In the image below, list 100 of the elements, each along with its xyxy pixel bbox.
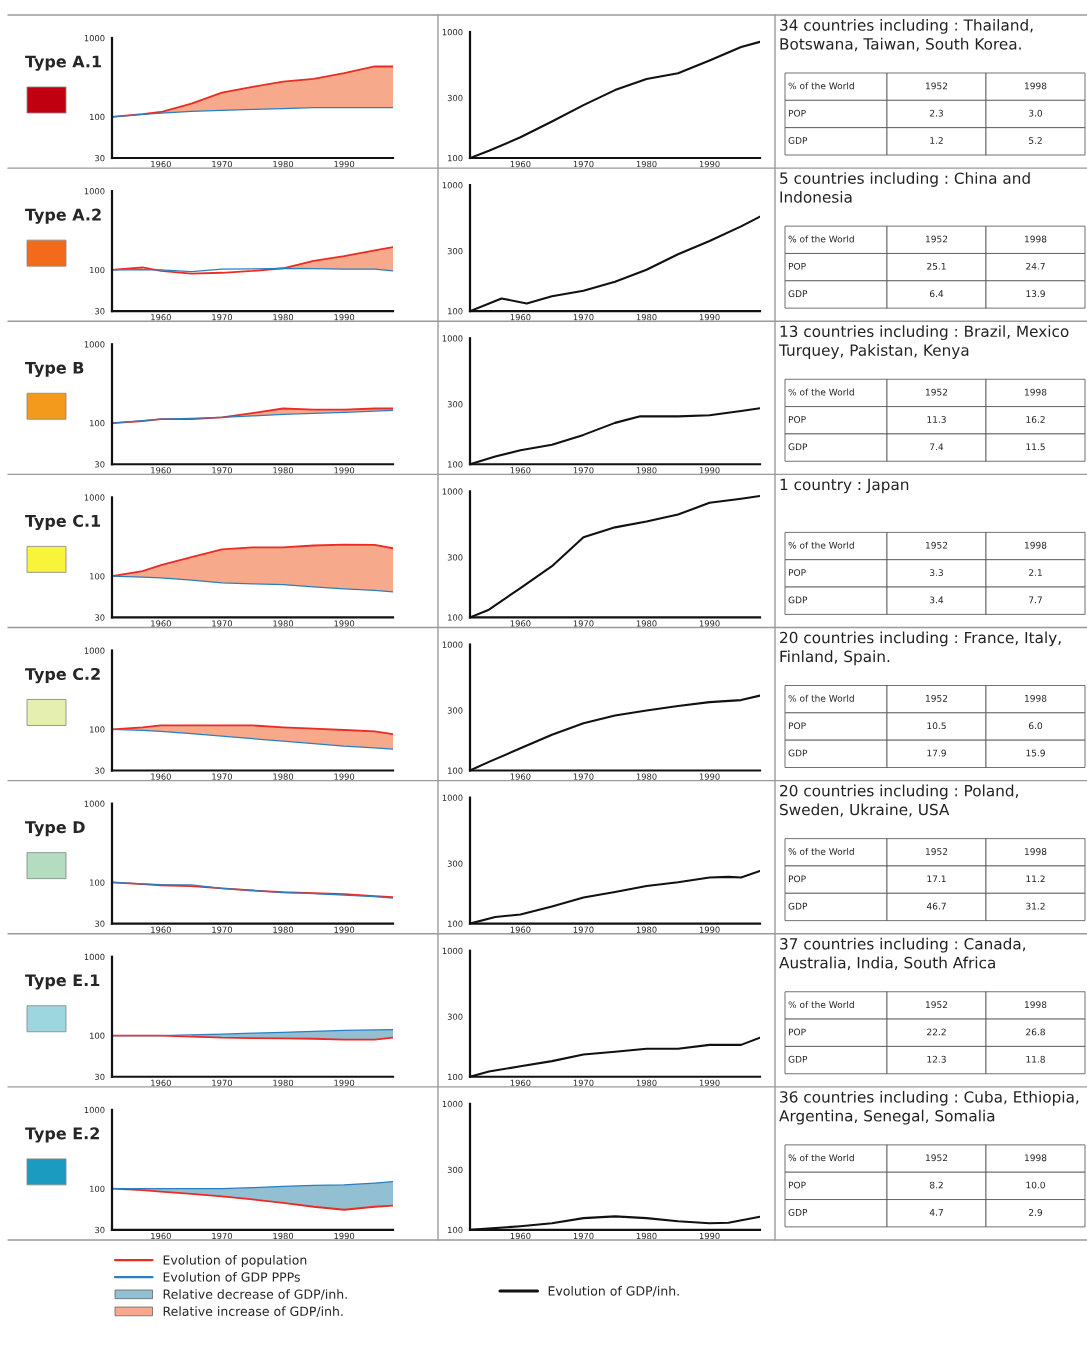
text: POP [788,569,806,576]
x-tick-label: 1980 [273,160,294,168]
x-tick-label: 1980 [636,467,657,474]
text: 1.2 [930,137,943,144]
y-tick-label: 1000 [442,1100,463,1108]
y-tick-label: 1000 [84,188,105,195]
x-tick-label: 1990 [699,926,720,933]
y-tick-label: 30 [95,461,105,468]
x-tick-label: 1960 [510,314,531,321]
text: Type C.1 [25,514,101,531]
y-tick-label: 30 [95,1226,105,1234]
x-tick-label: 1990 [334,1079,355,1086]
x-tick-label: 1970 [573,1232,594,1240]
text: 5.2 [1029,137,1042,144]
x-tick-label: 1990 [699,1232,720,1240]
text: GDP [788,137,808,144]
y-tick-label: 100 [90,726,105,733]
text: 13.9 [1026,290,1045,298]
text: 3.0 [1029,109,1043,117]
x-tick-label: 1960 [151,926,171,933]
text: % of the World [788,1154,854,1162]
y-tick-label: 1000 [84,953,105,961]
text: 3.4 [930,596,944,604]
x-tick-label: 1990 [699,160,720,168]
text: 1952 [926,694,948,702]
y-tick-label: 1000 [84,494,105,501]
y-tick-label: 30 [95,614,105,621]
x-tick-label: 1960 [510,1232,531,1240]
x-tick-label: 1990 [699,467,720,474]
x-tick-label: 1970 [212,1079,233,1086]
text: % of the World [788,1001,854,1009]
x-tick-label: 1970 [573,314,594,321]
y-tick-label: 100 [90,879,105,886]
text: 8.2 [929,1181,943,1189]
x-tick-label: 1980 [273,926,294,933]
text: 6.4 [929,290,944,298]
text: 17.1 [927,875,946,883]
y-tick-label: 30 [95,767,105,774]
x-tick-label: 1970 [212,620,233,627]
y-tick-label: 1000 [84,1106,105,1114]
text: 11.8 [1026,1055,1045,1063]
y-tick-label: 1000 [442,947,463,955]
text: 22.2 [927,1028,946,1036]
x-tick-label: 1980 [273,620,294,627]
x-tick-label: 1990 [334,467,355,474]
y-tick-label: 300 [447,247,463,255]
text: % of the World [788,541,854,549]
text: Type B [25,361,84,377]
text: GDP [788,596,808,604]
x-tick-label: 1960 [151,160,171,168]
text: Type A.2 [25,208,101,224]
x-tick-label: 1980 [636,1079,657,1086]
text: Type E.2 [25,1127,99,1143]
text: Type D [25,821,85,837]
x-tick-label: 1960 [510,926,531,933]
text: Type A.1 [25,55,101,71]
text: 2.9 [1028,1209,1043,1216]
y-tick-label: 1000 [442,28,463,36]
text: 1998 [1025,235,1047,243]
y-tick-label: 1000 [84,647,105,654]
text: 2.3 [929,109,943,117]
text: 5 countries including : China and Indonesia [780,172,1030,203]
text: 4.7 [929,1209,943,1216]
line-series [112,106,393,118]
x-tick-label: 1970 [573,1079,594,1086]
text: 31.2 [1026,902,1045,910]
x-tick-label: 1990 [699,620,720,627]
text: 1952 [926,388,948,396]
x-tick-label: 1960 [510,773,531,780]
y-tick-label: 300 [447,860,463,867]
x-tick-label: 1980 [636,926,657,933]
y-tick-label: 30 [95,1073,105,1081]
text: Type C.2 [25,667,100,684]
x-tick-label: 1980 [273,1232,294,1240]
x-tick-label: 1960 [151,620,171,627]
text: % of the World [788,694,854,702]
x-tick-label: 1970 [212,314,233,321]
x-tick-label: 1960 [151,1079,171,1086]
y-tick-label: 100 [448,767,463,774]
text: POP [788,1028,806,1036]
text: 7.4 [930,443,944,451]
text: 1952 [926,1001,948,1009]
x-tick-label: 1960 [510,620,531,627]
y-tick-label: 100 [448,461,463,468]
y-tick-label: 100 [448,154,463,162]
text: 13 countries including : Brazil, Mexico Turquey, Pakistan, Kenya [778,325,1069,359]
text: GDP [788,290,808,298]
y-tick-label: 1000 [84,800,105,807]
y-tick-label: 300 [447,554,463,561]
line-series [112,1180,393,1190]
y-tick-label: 100 [90,1185,105,1192]
text: 6.0 [1028,722,1043,730]
text: 1952 [926,541,948,549]
legend-label: Relative increase of GDP/inh. [163,1306,343,1317]
text: 34 countries including : Thailand, Botswana, Taiwan, South Korea. [780,19,1033,52]
text: POP [788,109,806,117]
x-tick-label: 1990 [699,773,720,780]
text: % of the World [788,82,854,90]
x-tick-label: 1970 [573,773,594,780]
text: 3.3 [930,569,943,576]
